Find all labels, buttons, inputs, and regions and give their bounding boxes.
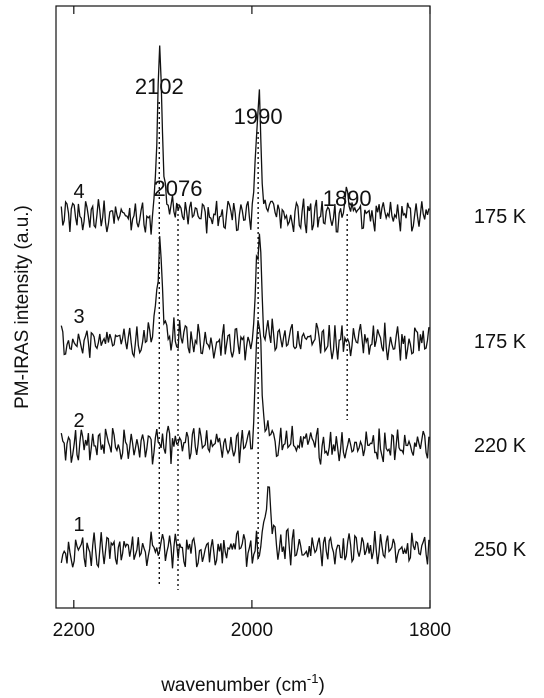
x-axis-label-end: ) xyxy=(318,675,324,696)
peak-annotation-label: 2076 xyxy=(154,176,203,201)
series-line-4 xyxy=(60,45,430,235)
x-tick-label: 2000 xyxy=(231,620,273,641)
x-tick-label: 2200 xyxy=(53,620,95,641)
series-number-label: 2 xyxy=(73,410,84,432)
x-axis-label-text: wavenumber (cm xyxy=(160,675,307,696)
x-tick-label: 1800 xyxy=(409,620,451,641)
annotation-layer: 2102 2076 1990 1890 xyxy=(135,74,372,590)
series-temperature-label: 175 K xyxy=(474,331,527,353)
peak-annotation-label: 1890 xyxy=(323,186,372,211)
series-labels: 4 175 K 3 175 K 2 220 K 1 250 K xyxy=(73,181,526,561)
peak-annotation-label: 2102 xyxy=(135,74,184,99)
x-axis-label-superscript: -1 xyxy=(307,671,319,686)
series-layer xyxy=(60,45,430,569)
series-temperature-label: 175 K xyxy=(474,206,527,228)
series-line-1 xyxy=(60,486,430,569)
peak-annotation-label: 1990 xyxy=(234,104,283,129)
series-line-3 xyxy=(60,233,430,361)
series-temperature-label: 250 K xyxy=(474,539,527,561)
x-axis-ticks: 2200 2000 1800 xyxy=(53,6,451,641)
plot-frame xyxy=(55,5,431,609)
x-axis-label: wavenumber (cm-1) xyxy=(160,671,325,696)
y-axis-label: PM-IRAS intensity (a.u.) xyxy=(12,205,33,409)
series-number-label: 1 xyxy=(73,514,84,536)
series-number-label: 3 xyxy=(73,306,84,328)
series-line-2 xyxy=(60,320,430,465)
series-temperature-label: 220 K xyxy=(474,435,527,457)
series-number-label: 4 xyxy=(73,181,84,203)
